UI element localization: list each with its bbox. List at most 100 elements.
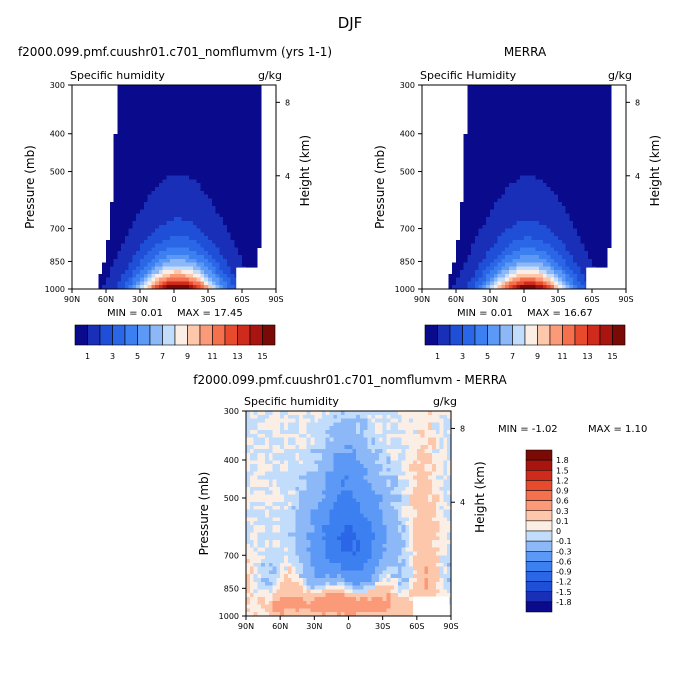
field-cell xyxy=(283,426,289,431)
field-cell xyxy=(242,168,247,173)
field-cell xyxy=(192,107,198,113)
field-cell xyxy=(219,164,224,169)
field-cell xyxy=(242,187,247,192)
field-cell xyxy=(546,251,552,256)
field-cell xyxy=(482,209,487,215)
field-cell xyxy=(550,273,555,279)
field-cell xyxy=(208,145,213,150)
field-cell xyxy=(603,134,608,139)
field-cell xyxy=(238,126,243,131)
field-cell xyxy=(140,85,145,90)
field-cell xyxy=(401,448,407,454)
field-cell xyxy=(340,448,346,454)
field-cell xyxy=(192,111,198,116)
field-cell xyxy=(143,236,149,241)
field-cell xyxy=(166,92,171,97)
field-cell xyxy=(170,247,175,252)
field-cell xyxy=(580,205,586,211)
field-cell xyxy=(580,122,586,128)
field-cell xyxy=(333,411,338,416)
field-cell xyxy=(151,153,156,158)
field-cell xyxy=(140,251,145,256)
field-cell xyxy=(573,213,578,218)
field-cell xyxy=(565,168,570,173)
field-cell xyxy=(226,134,232,139)
field-cell xyxy=(569,183,574,188)
field-cell xyxy=(158,153,164,158)
field-cell xyxy=(539,134,544,139)
field-cell xyxy=(158,130,164,135)
field-cell xyxy=(603,183,608,188)
field-cell xyxy=(223,205,228,211)
field-cell xyxy=(486,213,491,218)
field-cell xyxy=(501,130,506,135)
field-cell xyxy=(211,281,217,286)
field-cell xyxy=(170,171,175,177)
field-cell xyxy=(219,198,224,203)
field-cell xyxy=(607,156,612,162)
field-cell xyxy=(558,198,563,203)
field-cell xyxy=(211,111,217,116)
field-cell xyxy=(162,209,168,215)
field-cell xyxy=(394,411,399,416)
field-cell xyxy=(189,190,194,196)
field-cell xyxy=(482,175,487,181)
field-cell xyxy=(592,258,597,264)
field-cell xyxy=(516,273,521,279)
field-cell xyxy=(524,221,529,226)
field-cell xyxy=(607,194,612,199)
field-cell xyxy=(478,141,484,147)
field-cell xyxy=(471,145,476,150)
field-cell xyxy=(257,126,262,131)
field-cell xyxy=(592,141,597,147)
field-cell xyxy=(234,130,239,135)
field-cell xyxy=(595,137,601,143)
field-cell xyxy=(174,285,179,290)
field-cell xyxy=(230,224,236,230)
field-cell xyxy=(344,426,350,431)
field-cell xyxy=(520,149,525,154)
x-tick-label: 60N xyxy=(98,295,114,304)
field-cell xyxy=(542,130,548,135)
field-cell xyxy=(200,273,205,279)
field-cell xyxy=(329,426,334,431)
field-cell xyxy=(471,122,476,128)
field-cell xyxy=(230,255,236,260)
field-cell xyxy=(569,213,574,218)
field-cell xyxy=(208,232,213,237)
field-cell xyxy=(565,100,570,105)
field-cell xyxy=(245,100,251,105)
field-cell xyxy=(505,202,510,207)
field-cell xyxy=(413,437,418,442)
field-cell xyxy=(174,270,179,275)
field-cell xyxy=(192,205,198,211)
field-cell xyxy=(257,433,262,439)
field-cell xyxy=(471,168,476,173)
field-cell xyxy=(599,179,604,184)
field-cell xyxy=(162,190,168,196)
field-cell xyxy=(394,437,399,442)
field-cell xyxy=(166,103,171,109)
field-cell xyxy=(219,100,224,105)
field-cell xyxy=(226,168,232,173)
field-cell xyxy=(166,209,171,215)
field-cell xyxy=(524,273,529,279)
field-cell xyxy=(204,224,209,230)
field-cell xyxy=(185,156,190,162)
field-cell xyxy=(121,85,126,90)
field-cell xyxy=(576,153,582,158)
field-cell xyxy=(524,115,529,120)
field-cell xyxy=(121,266,126,271)
field-cell xyxy=(497,232,502,237)
field-cell xyxy=(520,247,525,252)
field-cell xyxy=(238,145,243,150)
field-cell xyxy=(196,137,202,143)
field-cell xyxy=(524,175,529,181)
field-cell xyxy=(121,168,126,173)
field-cell xyxy=(516,221,521,226)
field-cell xyxy=(535,213,540,218)
field-cell xyxy=(321,429,327,435)
field-cell xyxy=(151,243,156,249)
field-cell xyxy=(208,221,213,226)
field-cell xyxy=(520,92,525,97)
